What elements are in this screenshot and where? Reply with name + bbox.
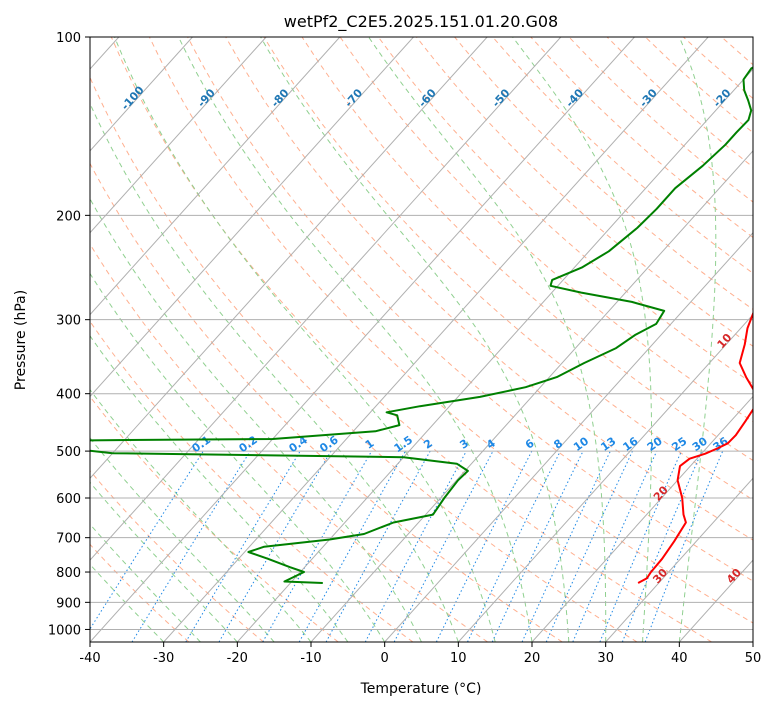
isotherm-line — [163, 37, 709, 642]
dry-adiabat-line — [263, 37, 753, 501]
mixing-ratio-line — [644, 450, 724, 642]
x-tick-label: 50 — [745, 651, 762, 666]
isotherm-line — [90, 37, 635, 642]
dry-adiabat-line — [416, 37, 753, 347]
grid-lines — [90, 37, 753, 630]
y-tick-label: 600 — [56, 492, 81, 507]
mixing-ratio-line — [621, 450, 703, 642]
x-tick-label: 30 — [597, 651, 614, 666]
moist-adiabat-line — [90, 272, 386, 642]
dry-adiabat-line — [90, 162, 563, 642]
moist-adiabats — [90, 37, 717, 642]
isotherm-line — [90, 37, 488, 480]
temperature-profile-line — [637, 310, 753, 584]
dry-adiabat-line — [225, 37, 753, 541]
moist-adiabat-line — [512, 37, 652, 642]
isotherm-line — [90, 37, 414, 398]
x-tick-label: -20 — [227, 651, 248, 666]
y-tick-label: 1000 — [48, 623, 81, 638]
moist-adiabat-line — [90, 197, 422, 642]
isotherm-line — [605, 477, 753, 642]
x-tick-label: 0 — [381, 651, 389, 666]
y-tick-label: 100 — [56, 31, 81, 46]
y-tick-label: 800 — [56, 566, 81, 581]
moist-adiabat-line — [368, 37, 607, 642]
moist-adiabat-line — [90, 523, 201, 642]
isotherm-line — [310, 150, 753, 642]
moist-adiabat-line — [678, 37, 717, 642]
moist-adiabat-line — [90, 481, 238, 642]
moist-adiabat-line — [178, 37, 533, 642]
isotherm-line — [236, 68, 753, 642]
y-tick-label: 200 — [56, 209, 81, 224]
mixing-ratio-line — [364, 450, 467, 642]
x-tick-label: 10 — [450, 651, 467, 666]
moist-adiabat-line — [260, 37, 570, 642]
dewpoint-profile-line — [90, 66, 753, 584]
dry-adiabat-line — [90, 243, 488, 642]
x-tick-label: -10 — [300, 651, 321, 666]
y-tick-label: 700 — [56, 532, 81, 547]
mixing-ratio-line — [572, 450, 658, 642]
dry-adiabat-line — [90, 469, 264, 642]
y-axis: 100 200 300 400 500 600 700 800 900 1000 — [48, 31, 90, 638]
y-tick-label: 900 — [56, 596, 81, 611]
y-tick-label: 300 — [56, 314, 81, 329]
isotherm-line — [531, 395, 753, 642]
mixing-ratio-line — [435, 450, 533, 642]
mixing-ratio-line — [599, 450, 682, 642]
x-axis: -40 -30 -20 -10 0 10 20 30 40 50 — [79, 642, 761, 666]
mixing-ratio-line — [325, 450, 431, 642]
mixing-ratio-line — [298, 450, 406, 642]
isotherm-line — [90, 37, 562, 561]
x-tick-label: 20 — [524, 651, 541, 666]
mixing-ratio-line — [90, 450, 204, 630]
moist-adiabat-line — [90, 102, 459, 642]
plot-frame — [89, 36, 754, 643]
moist-adiabat-line — [90, 437, 275, 642]
moist-adiabat-line — [114, 37, 496, 642]
x-tick-label: -40 — [79, 651, 100, 666]
chart-title: wetPf2_C2E5.2025.151.01.20.G08 — [284, 12, 558, 32]
moist-adiabat-line — [90, 563, 165, 642]
isotherm-line — [457, 313, 753, 642]
y-tick-label: 500 — [56, 445, 81, 460]
isotherm-line — [90, 37, 193, 152]
y-axis-label: Pressure (hPa) — [13, 290, 29, 390]
mixing-ratio-line — [545, 450, 633, 642]
dry-adiabat-line — [148, 37, 753, 624]
dry-adiabat-line — [110, 37, 712, 642]
dry-adiabat-line — [301, 37, 753, 462]
isotherm-line — [90, 37, 341, 316]
x-tick-label: -30 — [153, 651, 174, 666]
dry-adiabat-line — [90, 76, 638, 642]
isotherm-line — [90, 37, 267, 234]
x-tick-label: 40 — [671, 651, 688, 666]
dry-adiabats — [90, 37, 753, 642]
isotherms — [90, 37, 753, 642]
profile-series — [90, 66, 753, 584]
x-axis-label: Temperature (°C) — [360, 681, 482, 697]
y-tick-label: 400 — [56, 388, 81, 403]
dry-adiabat-line — [187, 37, 753, 582]
isotherm-line — [384, 231, 753, 642]
